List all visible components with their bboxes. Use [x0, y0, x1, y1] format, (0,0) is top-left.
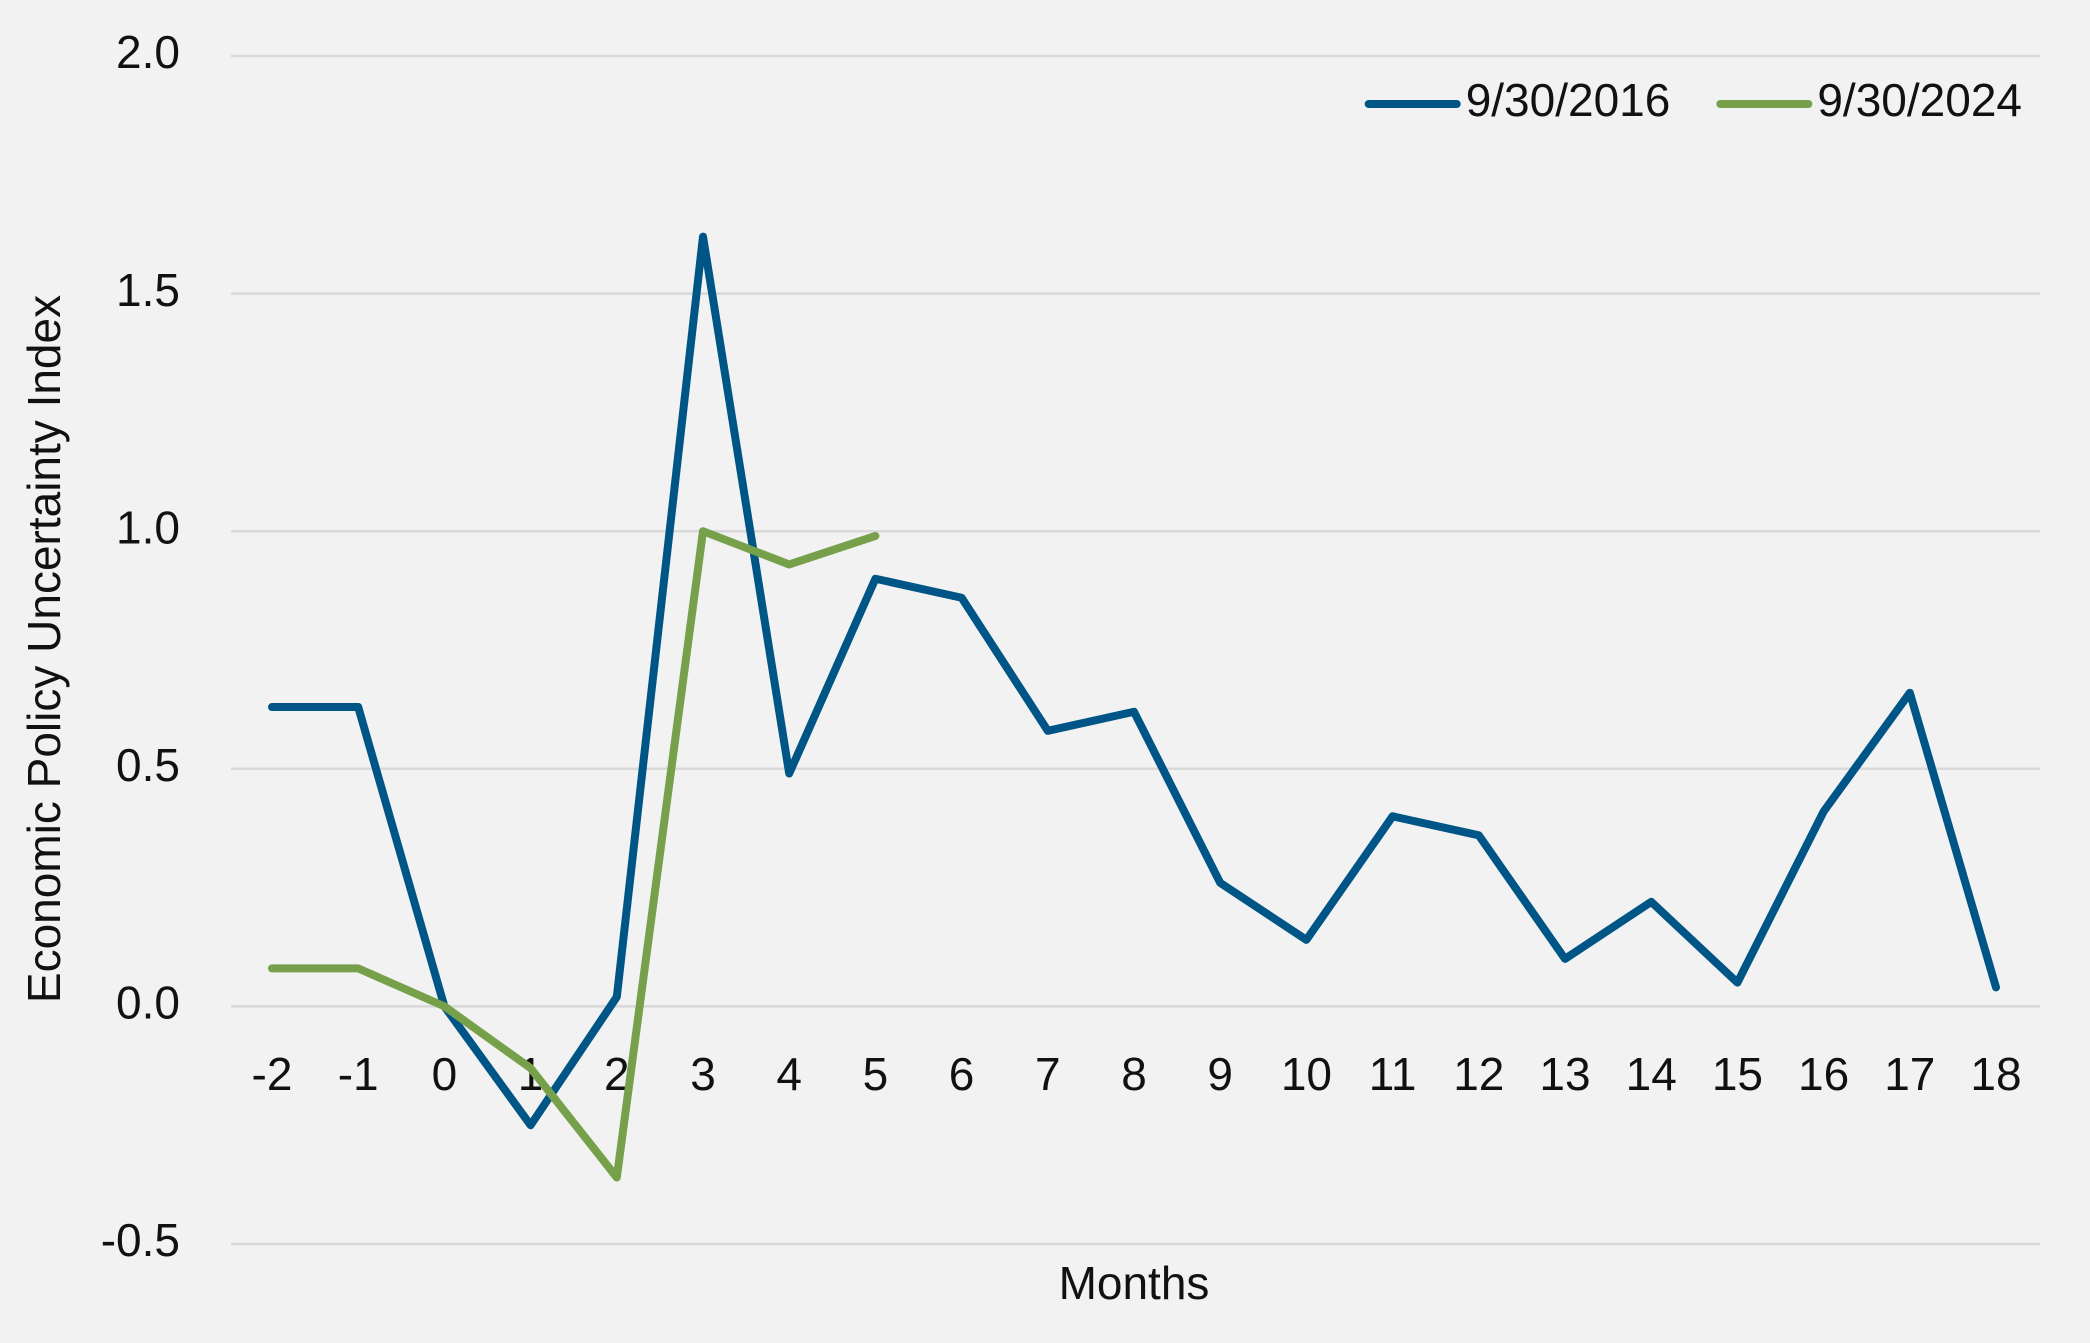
x-tick-label: 5: [863, 1048, 889, 1100]
x-tick-label: 7: [1035, 1048, 1061, 1100]
x-tick-label: 0: [432, 1048, 458, 1100]
x-tick-label: -2: [252, 1048, 293, 1100]
legend-item: 9/30/2016: [1364, 74, 1671, 126]
x-tick-label: 15: [1712, 1048, 1763, 1100]
legend-item: 9/30/2024: [1716, 74, 2022, 126]
y-axis-title: Economic Policy Uncertainty Index: [18, 295, 70, 1003]
x-tick-label: 3: [690, 1048, 716, 1100]
x-tick-label: 12: [1453, 1048, 1504, 1100]
y-tick-label: 0.5: [116, 739, 180, 791]
legend-label: 9/30/2016: [1466, 74, 1671, 126]
legend-label: 9/30/2024: [1817, 74, 2022, 126]
x-tick-label: 13: [1539, 1048, 1590, 1100]
x-tick-label: 16: [1798, 1048, 1849, 1100]
x-tick-label: 17: [1884, 1048, 1935, 1100]
x-tick-label: 14: [1626, 1048, 1677, 1100]
y-tick-label: 1.0: [116, 501, 180, 553]
series-line: [268, 232, 2000, 1130]
y-tick-label: 0.0: [116, 977, 180, 1029]
x-tick-label: 18: [1970, 1048, 2021, 1100]
x-tick-label: 6: [949, 1048, 975, 1100]
series-line: [268, 527, 880, 1182]
x-axis-title: Months: [1059, 1257, 1210, 1309]
x-tick-label: -1: [338, 1048, 379, 1100]
y-tick-label: 1.5: [116, 264, 180, 316]
x-tick-label: 11: [1369, 1048, 1417, 1100]
x-tick-label: 9: [1207, 1048, 1233, 1100]
x-tick-label: 8: [1121, 1048, 1147, 1100]
y-tick-label: -0.5: [101, 1214, 180, 1266]
x-tick-label: 10: [1281, 1048, 1332, 1100]
y-tick-label: 2.0: [116, 26, 180, 78]
x-tick-label: 4: [776, 1048, 802, 1100]
